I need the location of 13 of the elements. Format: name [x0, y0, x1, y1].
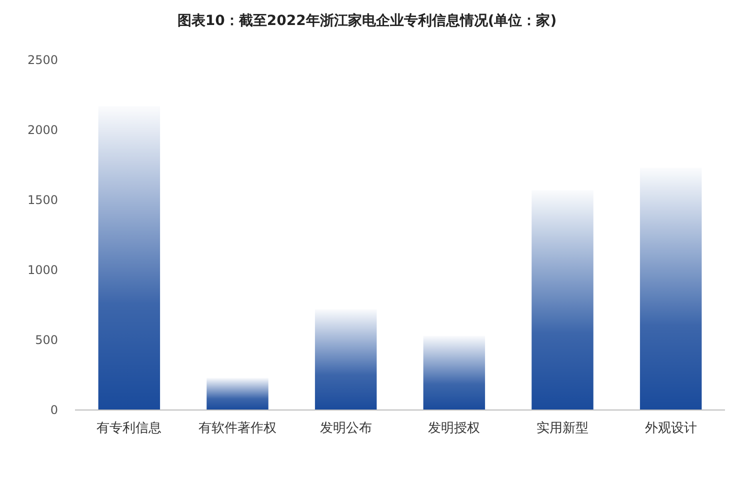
y-tick-label: 2500: [27, 53, 58, 67]
chart-title: 图表10：截至2022年浙江家电企业专利信息情况(单位：家): [177, 12, 557, 29]
x-tick-label: 有软件著作权: [198, 421, 276, 436]
x-tick-label: 发明公布: [320, 421, 372, 436]
x-tick-label: 实用新型: [536, 421, 588, 436]
x-tick-label: 发明授权: [428, 421, 480, 436]
x-tick-label: 外观设计: [644, 421, 697, 436]
y-tick-label: 2000: [27, 123, 58, 137]
x-tick-label: 有专利信息: [96, 421, 162, 436]
y-tick-label: 500: [35, 333, 58, 347]
y-tick-label: 1500: [27, 193, 58, 207]
y-tick-label: 1000: [27, 263, 58, 277]
y-tick-label: 0: [50, 403, 58, 417]
